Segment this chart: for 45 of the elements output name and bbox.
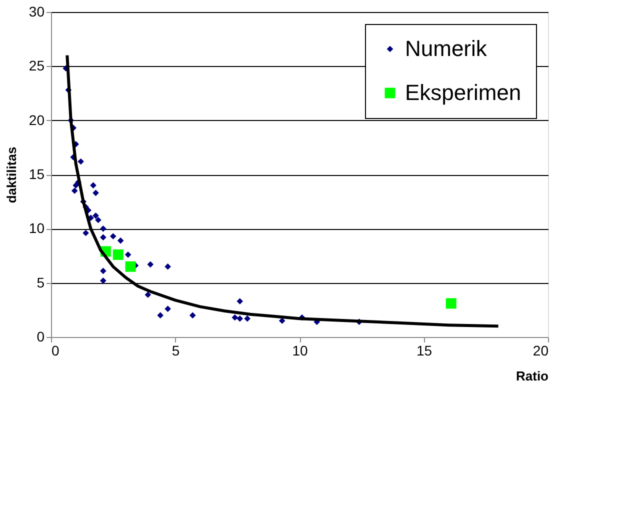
point [92,212,99,219]
point [78,158,84,165]
point [244,315,250,322]
point [164,263,171,270]
point [95,216,102,224]
y-axis-title: daktilitas [4,146,19,204]
y-tick-label: 0 [36,328,45,344]
y-tick-label: 25 [28,58,45,74]
y-tick-label: 10 [28,220,45,236]
y-tick-label: 15 [28,166,45,182]
point [110,233,116,240]
x-tick-label: 0 [52,342,60,358]
point [117,237,124,244]
point [278,318,286,324]
point [112,249,124,260]
point [157,312,164,318]
x-tick-label: 10 [292,342,308,358]
x-tick-label: 20 [532,342,549,358]
point [236,315,244,322]
point [144,292,152,298]
y-tick-label: 20 [28,112,45,128]
point [71,188,78,194]
point [236,298,244,304]
point [189,312,196,318]
x-tick-label: 15 [416,342,432,358]
x-axis-title: Ratio [516,368,549,384]
point [100,268,106,274]
point [100,226,106,232]
point [100,234,106,240]
point [446,298,456,309]
point [92,190,99,196]
legend-label: Eksperimen [405,80,522,105]
point [72,182,80,188]
point [124,252,132,258]
y-tick-label: 30 [28,4,45,20]
point [232,314,238,321]
x-tick-label: 5 [172,342,180,358]
point [147,261,154,268]
point [90,182,96,188]
point [82,230,89,236]
point [100,278,106,284]
y-tick-label: 5 [36,274,45,290]
point [125,261,136,272]
point [164,306,171,312]
legend-label: Numerik [405,36,488,61]
